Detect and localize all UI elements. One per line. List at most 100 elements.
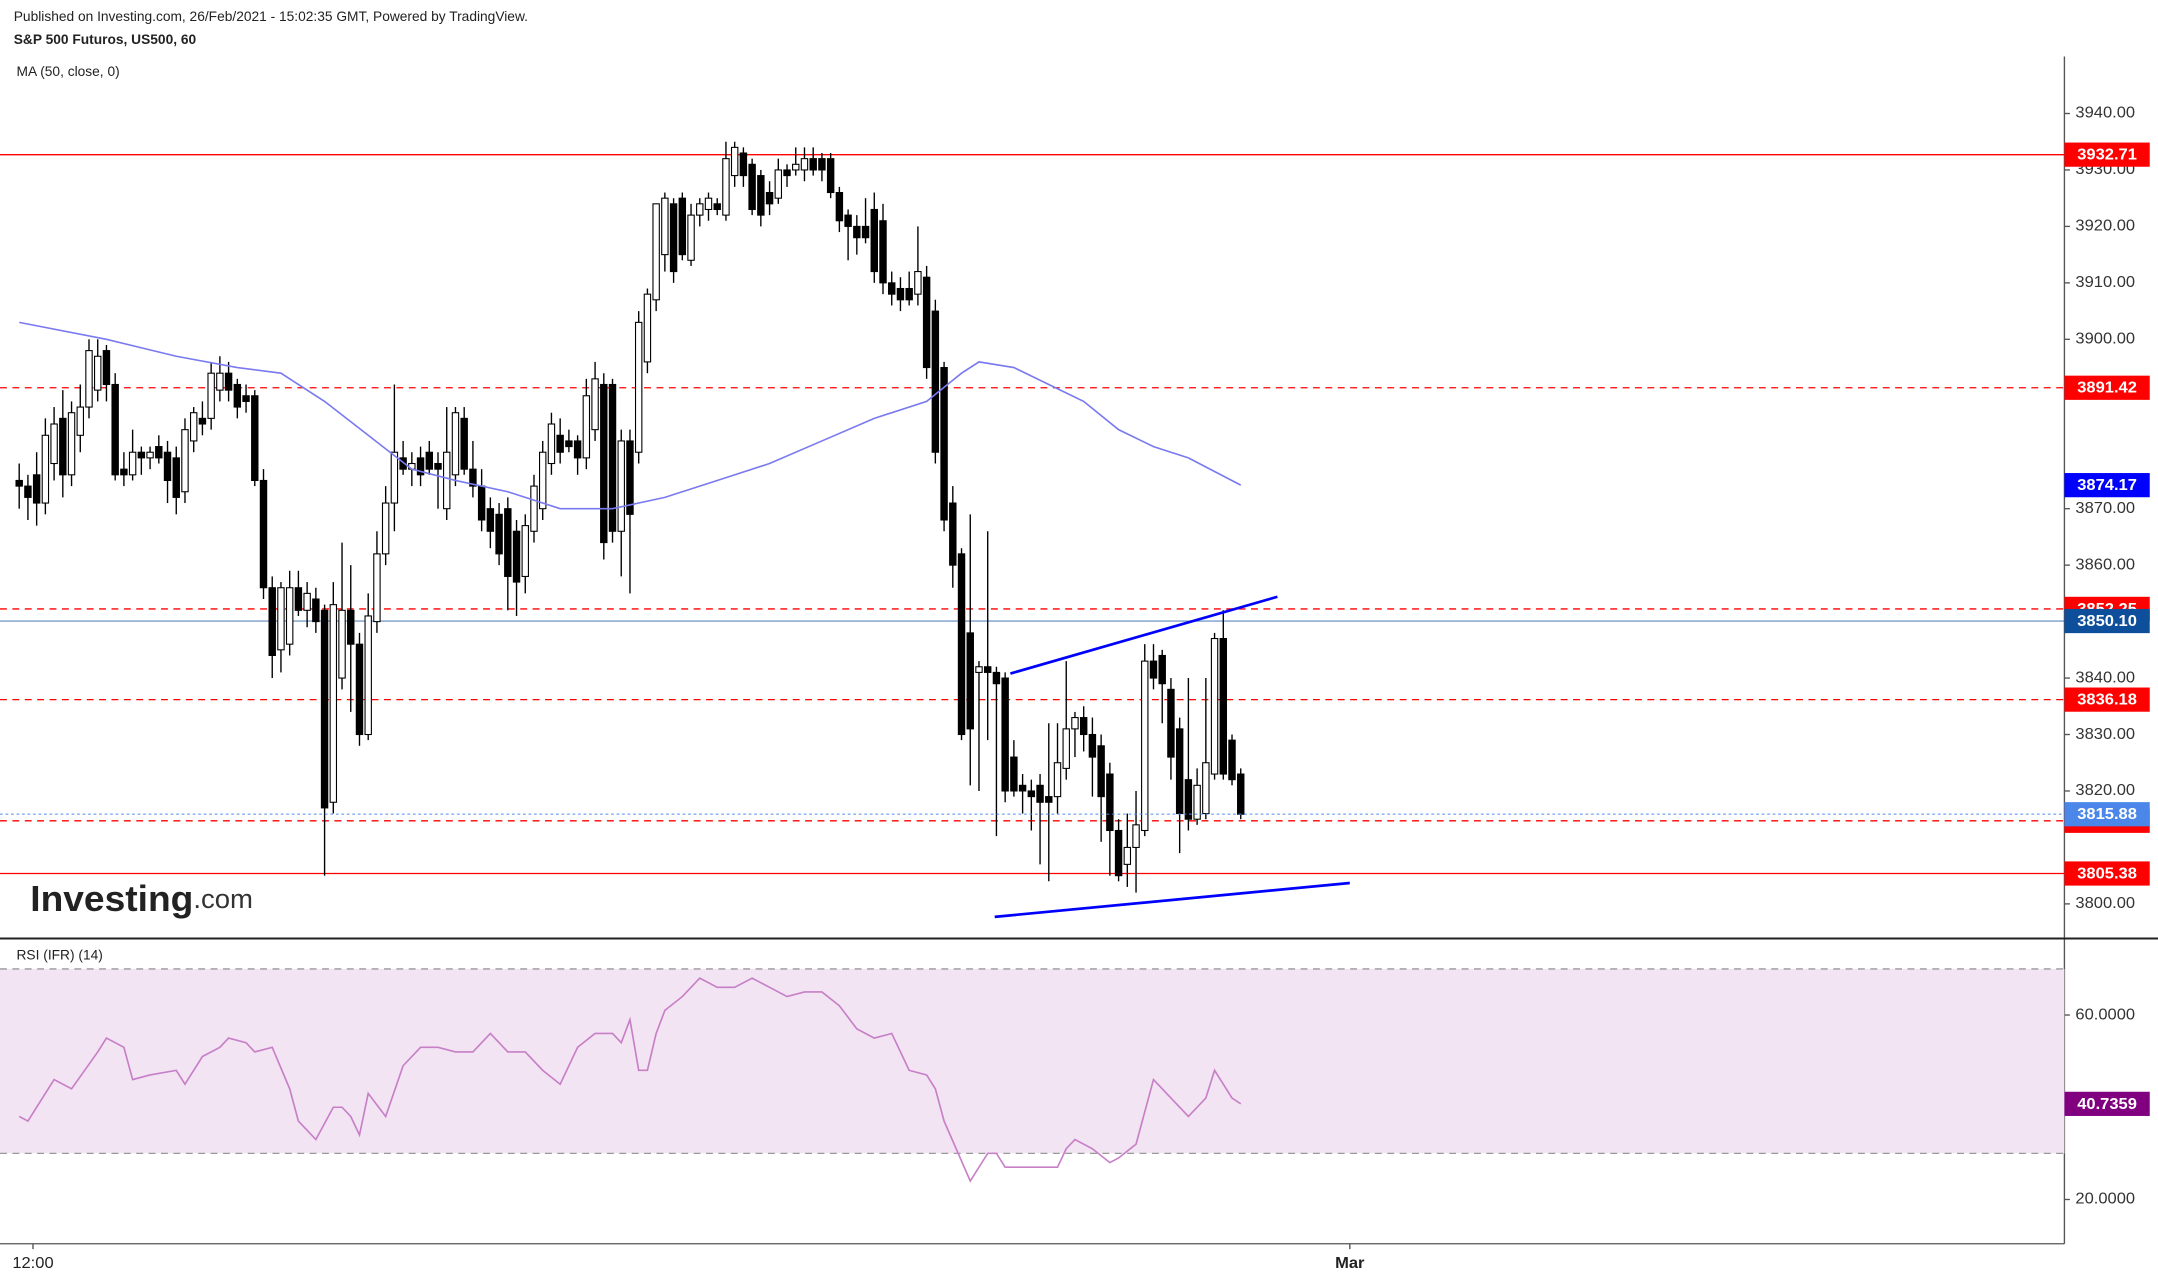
- candle-body: [102, 350, 111, 386]
- candle-body: [1062, 728, 1070, 769]
- candle-body: [1228, 739, 1236, 781]
- candle-body: [888, 282, 896, 295]
- candle-body: [1106, 773, 1114, 832]
- candle-body: [600, 383, 608, 544]
- candle-body: [390, 451, 399, 504]
- candle-body: [983, 666, 992, 673]
- candle-body: [547, 423, 556, 465]
- candle-body: [643, 293, 652, 363]
- candle-body: [120, 468, 128, 476]
- candle-body: [486, 508, 495, 532]
- y-tick-label: 3800.00: [2075, 894, 2135, 912]
- candle-body: [128, 451, 137, 476]
- candle-body: [634, 321, 643, 453]
- candle-body: [399, 457, 407, 470]
- candle-body: [879, 220, 887, 284]
- candle-body: [1010, 756, 1018, 792]
- candle-body: [713, 203, 721, 211]
- level-label: 3932.71: [2077, 146, 2137, 164]
- x-tick-label: Mar: [1335, 1254, 1365, 1272]
- rsi-band: [0, 968, 2065, 1154]
- level-label: 3805.38: [2077, 865, 2137, 883]
- candle-body: [1158, 654, 1166, 685]
- rsi-label-box: [2064, 1091, 2150, 1116]
- y-tick-label: 3820.00: [2075, 781, 2135, 799]
- y-tick-label: 3940.00: [2075, 104, 2135, 122]
- candle-body: [146, 451, 154, 459]
- y-tick-label: 3900.00: [2075, 330, 2135, 348]
- candle-body: [992, 671, 1001, 685]
- candle-body: [940, 367, 948, 521]
- candle-body: [451, 412, 460, 476]
- logo-suffix: .com: [193, 883, 253, 914]
- candle-body: [285, 587, 294, 645]
- candle-body: [783, 169, 791, 177]
- candle-body: [216, 372, 224, 391]
- candle-body: [443, 451, 451, 510]
- y-tick-label: 3910.00: [2075, 273, 2135, 291]
- candle-body: [818, 158, 826, 171]
- candle-body: [826, 158, 835, 194]
- candle-body: [303, 592, 311, 611]
- candle-body: [905, 287, 913, 301]
- candle-body: [1193, 784, 1201, 820]
- candle-body: [434, 462, 442, 470]
- y-tick-label: 60.0000: [2075, 1005, 2135, 1023]
- candle-body: [696, 203, 704, 216]
- candle-body: [355, 643, 364, 736]
- candle-body: [591, 378, 599, 431]
- logo-word: Investing: [30, 878, 193, 919]
- candle-body: [111, 383, 119, 476]
- level-label-box: [2064, 142, 2150, 167]
- candle-body: [329, 604, 338, 803]
- candle-body: [416, 457, 425, 476]
- ma-name: MA (50, close, 0): [17, 64, 120, 79]
- y-tick-label: 3830.00: [2075, 725, 2135, 743]
- last-price-label: 3815.88: [2077, 805, 2137, 823]
- subtitle: Published on Investing.com, 26/Feb/2021 …: [14, 9, 528, 24]
- candle-body: [1053, 762, 1062, 798]
- candle-body: [155, 446, 163, 459]
- y-tick-label: 20.0000: [2075, 1190, 2135, 1208]
- candle-body: [1001, 677, 1009, 792]
- candle-body: [800, 158, 809, 171]
- candle-body: [163, 451, 172, 481]
- candle-body: [975, 666, 983, 673]
- candle-body: [1097, 745, 1105, 798]
- candle-body: [1219, 638, 1228, 775]
- ma-label: 3874.17: [2077, 476, 2137, 494]
- candle-body: [748, 163, 756, 211]
- candle-body: [460, 417, 468, 470]
- candle-body: [835, 191, 844, 222]
- candle-body: [774, 169, 783, 199]
- candle-body: [94, 355, 102, 391]
- rsi-label: 40.7359: [2077, 1095, 2137, 1113]
- y-tick-label: 3870.00: [2075, 499, 2135, 517]
- candle-body: [251, 395, 259, 481]
- candle-body: [1237, 773, 1245, 815]
- candle-body: [347, 609, 355, 645]
- candle-body: [792, 163, 800, 171]
- candle-body: [652, 203, 660, 301]
- candle-body: [730, 146, 739, 177]
- candle-body: [966, 632, 974, 730]
- candle-body: [1132, 824, 1140, 848]
- candle-body: [870, 208, 878, 273]
- candle-body: [582, 395, 591, 459]
- candle-body: [530, 485, 538, 532]
- candle-body: [922, 276, 931, 369]
- candle-body: [617, 440, 625, 532]
- candle-body: [373, 553, 381, 623]
- candle-body: [626, 440, 634, 515]
- candle-body: [1045, 796, 1053, 803]
- level-label: 3850.10: [2077, 612, 2137, 630]
- x-tick-label: 12:00: [12, 1254, 53, 1272]
- candle-body: [320, 609, 329, 809]
- candle-body: [1036, 784, 1044, 803]
- candle-body: [661, 197, 669, 256]
- candle-body: [556, 434, 564, 453]
- candle-body: [242, 395, 250, 402]
- trend-line: [1010, 595, 1278, 675]
- level-label-box: [2064, 375, 2150, 400]
